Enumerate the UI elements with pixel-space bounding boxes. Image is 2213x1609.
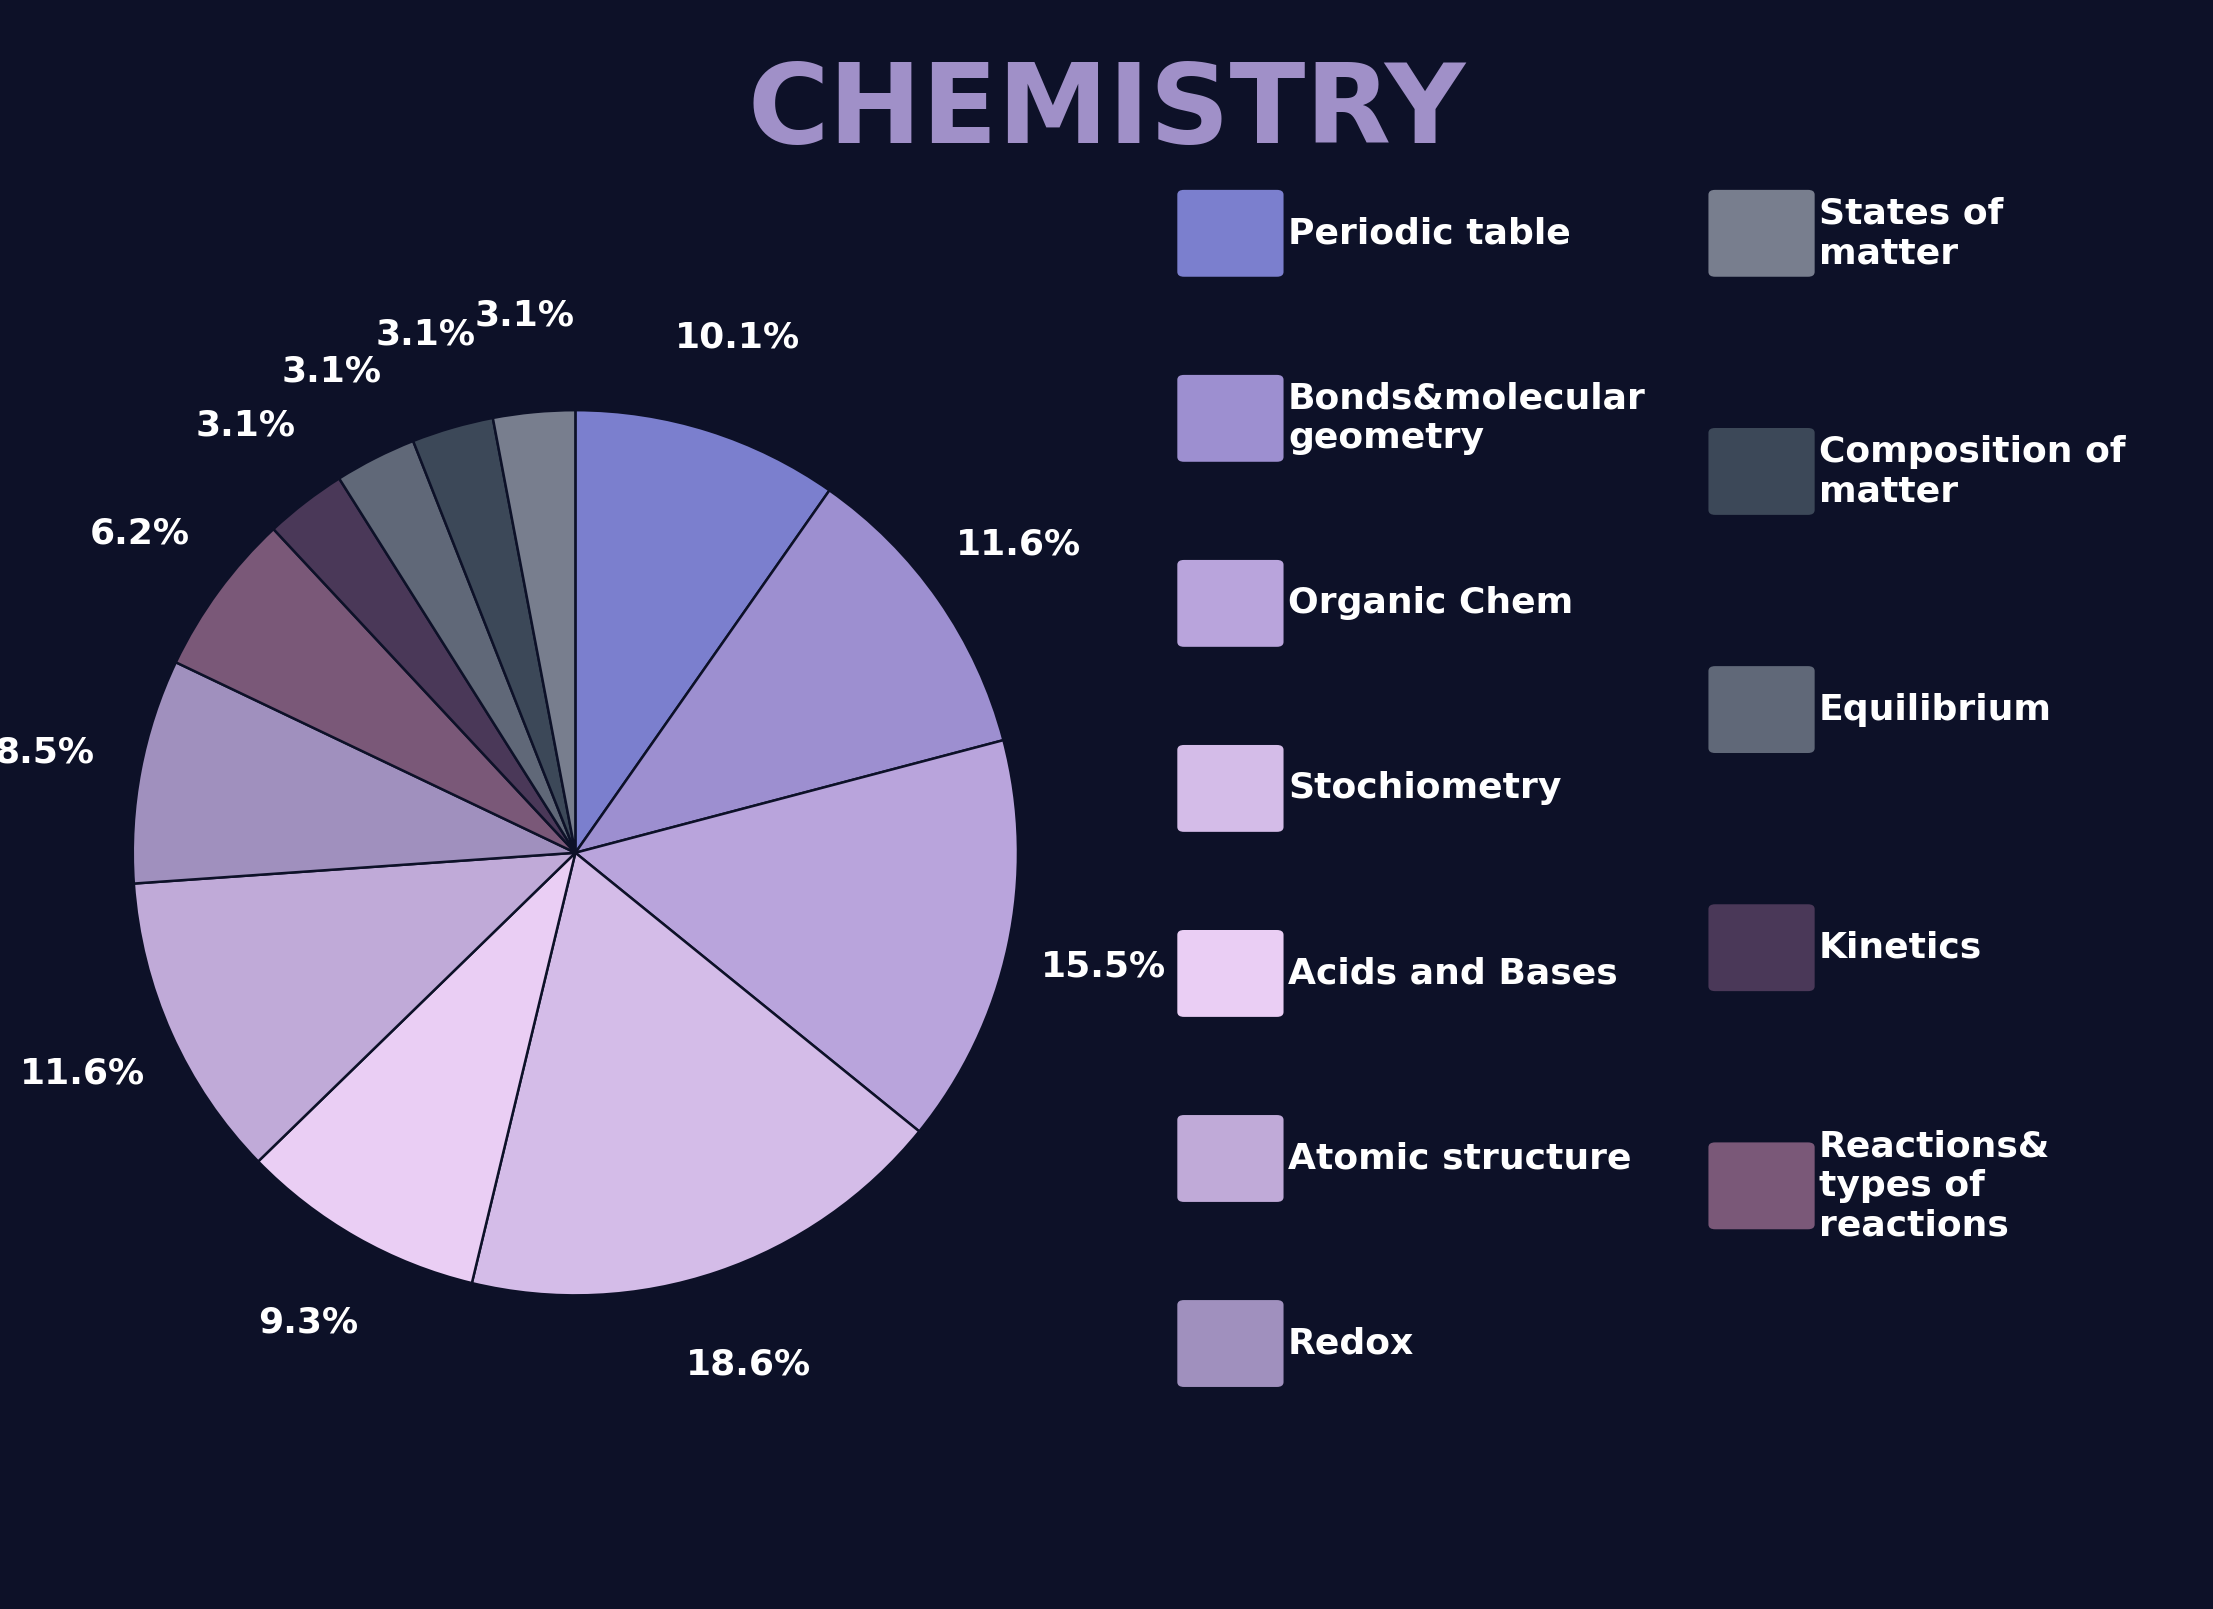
Text: Redox: Redox [1288,1326,1414,1361]
Text: 3.1%: 3.1% [476,298,575,331]
Wedge shape [175,529,575,853]
Text: 6.2%: 6.2% [91,516,190,550]
Text: Periodic table: Periodic table [1288,216,1571,251]
Text: 15.5%: 15.5% [1040,949,1166,983]
Wedge shape [414,418,575,853]
Text: 3.1%: 3.1% [195,409,297,442]
Text: 10.1%: 10.1% [675,320,801,356]
Wedge shape [274,478,575,853]
Text: Stochiometry: Stochiometry [1288,771,1562,806]
Text: Organic Chem: Organic Chem [1288,586,1573,621]
Wedge shape [493,410,575,853]
Wedge shape [133,853,575,1162]
Text: 9.3%: 9.3% [259,1305,359,1339]
Text: Bonds&molecular
geometry: Bonds&molecular geometry [1288,381,1646,455]
Text: Reactions&
types of
reactions: Reactions& types of reactions [1819,1130,2051,1242]
Wedge shape [575,410,830,853]
Text: Kinetics: Kinetics [1819,930,1983,965]
Text: 11.6%: 11.6% [20,1056,146,1091]
Text: 18.6%: 18.6% [686,1347,812,1381]
Wedge shape [339,441,575,853]
Text: Composition of
matter: Composition of matter [1819,434,2127,508]
Wedge shape [575,491,1002,853]
Text: Acids and Bases: Acids and Bases [1288,956,1618,991]
Text: 3.1%: 3.1% [281,354,381,388]
Text: 3.1%: 3.1% [376,317,476,351]
Text: CHEMISTRY: CHEMISTRY [748,60,1465,166]
Wedge shape [575,740,1018,1131]
Wedge shape [133,663,575,883]
Text: Equilibrium: Equilibrium [1819,692,2051,727]
Text: 11.6%: 11.6% [956,528,1080,562]
Text: 8.5%: 8.5% [0,735,95,769]
Text: States of
matter: States of matter [1819,196,2003,270]
Text: Atomic structure: Atomic structure [1288,1141,1631,1176]
Wedge shape [259,853,575,1282]
Wedge shape [471,853,918,1295]
